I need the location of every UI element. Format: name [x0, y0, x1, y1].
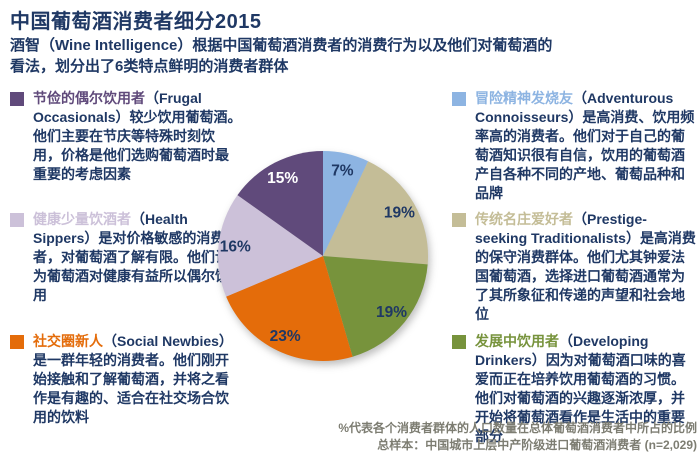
pie-slice-2 [323, 256, 428, 357]
footnote-line-1: %代表各个消费者群体的人口数量在总体葡萄酒消费者中所占的比例 [338, 421, 697, 435]
subtitle-line-2: 看法，划分出了6类特点鲜明的消费者群体 [10, 58, 289, 75]
pie-label-4: 16% [220, 239, 251, 256]
segment-description: 因为对葡萄酒口味的喜爱而正在培养饮用葡萄酒的习惯。他们对葡萄酒的兴趣逐渐浓厚，并… [475, 352, 686, 444]
pie-label-3: 23% [270, 328, 301, 345]
footnote: %代表各个消费者群体的人口数量在总体葡萄酒消费者中所占的比例 总样本：中国城市上… [137, 420, 697, 454]
pie-slice-3 [226, 256, 353, 362]
segment-description: 是一群年轻的消费者。他们刚开始接触和了解葡萄酒，并将之看作是有趣的、适合在社交场… [33, 352, 229, 425]
segment-name-cn: 发展中饮用者 [475, 333, 559, 349]
segment-name-en: （Prestige-seeking Traditionalists） [475, 211, 647, 246]
segment-name-cn: 节俭的偶尔饮用者 [33, 90, 145, 106]
pie-label-5: 15% [267, 170, 298, 187]
segment-name-en: （Frugal Occasionals） [33, 90, 202, 125]
segment-name-cn: 社交圈新人 [33, 333, 103, 349]
segment-health-sippers: 健康少量饮酒者（Health Sippers）是对价格敏感的消费者，对葡萄酒了解… [10, 210, 242, 305]
segment-social-newbies: 社交圈新人（Social Newbies） 是一群年轻的消费者。他们刚开始接触和了… [10, 332, 242, 427]
page-subtitle: 酒智（Wine Intelligence）根据中国葡萄酒消费者的消费行为以及他们… [10, 35, 670, 77]
segment-name-en: （Adventurous Connoisseurs） [475, 90, 674, 125]
pie-slice-5 [237, 151, 323, 256]
segment-name-cn: 健康少量饮酒者 [33, 211, 131, 227]
segment-name-en: （Developing Drinkers） [475, 333, 649, 368]
segment-name-en: （Social Newbies） [103, 333, 233, 349]
pie-slice-0 [323, 151, 369, 256]
color-swatch-developing-drinkers [452, 335, 466, 349]
pie-slice-4 [217, 195, 323, 297]
segment-name-en: （Health Sippers） [33, 211, 188, 246]
page-title: 中国葡萄酒消费者细分2015 [10, 11, 262, 33]
color-swatch-prestige-seeking-traditionalists [452, 213, 466, 227]
subtitle-line-1: 酒智（Wine Intelligence）根据中国葡萄酒消费者的消费行为以及他们… [10, 37, 553, 54]
segment-description: 是高消费的保守消费群体。他们尤其钟爱法国葡萄酒，选择进口葡萄酒通常为了其所象征和… [475, 230, 696, 322]
segment-prestige-seeking-traditionalists: 传统名庄爱好者（Prestige-seeking Traditionalists… [452, 210, 698, 324]
segment-name-cn: 冒险精神发烧友 [475, 90, 573, 106]
pie-chart: 7% 19% 19% 23% 16% 15% [203, 136, 443, 376]
segment-description: 是对价格敏感的消费者，对葡萄酒了解有限。他们认为葡萄酒对健康有益所以偶尔饮用 [33, 230, 229, 303]
pie-label-0: 7% [331, 162, 354, 179]
color-swatch-social-newbies [10, 335, 24, 349]
color-swatch-health-sippers [10, 213, 24, 227]
color-swatch-frugal-occasionals [10, 92, 24, 106]
segment-frugal-occasionals: 节俭的偶尔饮用者（Frugal Occasionals）较少饮用葡萄酒。他们主要… [10, 89, 242, 184]
footnote-line-2: 总样本：中国城市上层中产阶级进口葡萄酒消费者 (n=2,029) [377, 438, 697, 452]
segment-adventurous-connoisseurs: 冒险精神发烧友（Adventurous Connoisseurs）是高消费、饮用… [452, 89, 698, 203]
pie-label-2: 19% [376, 304, 407, 321]
segment-name-cn: 传统名庄爱好者 [475, 211, 573, 227]
pie-label-1: 19% [384, 204, 415, 221]
segment-developing-drinkers: 发展中饮用者（Developing Drinkers）因为对葡萄酒口味的喜爱而正… [452, 332, 698, 446]
color-swatch-adventurous-connoisseurs [452, 92, 466, 106]
segment-description: 较少饮用葡萄酒。他们主要在节庆等特殊时刻饮用，价格是他们选购葡萄酒时最重要的考虑… [33, 109, 242, 182]
pie-slice-1 [323, 161, 429, 265]
segment-description: 是高消费、饮用频率高的消费者。他们对于自己的葡萄酒知识很有自信，饮用的葡萄酒产自… [475, 109, 695, 201]
